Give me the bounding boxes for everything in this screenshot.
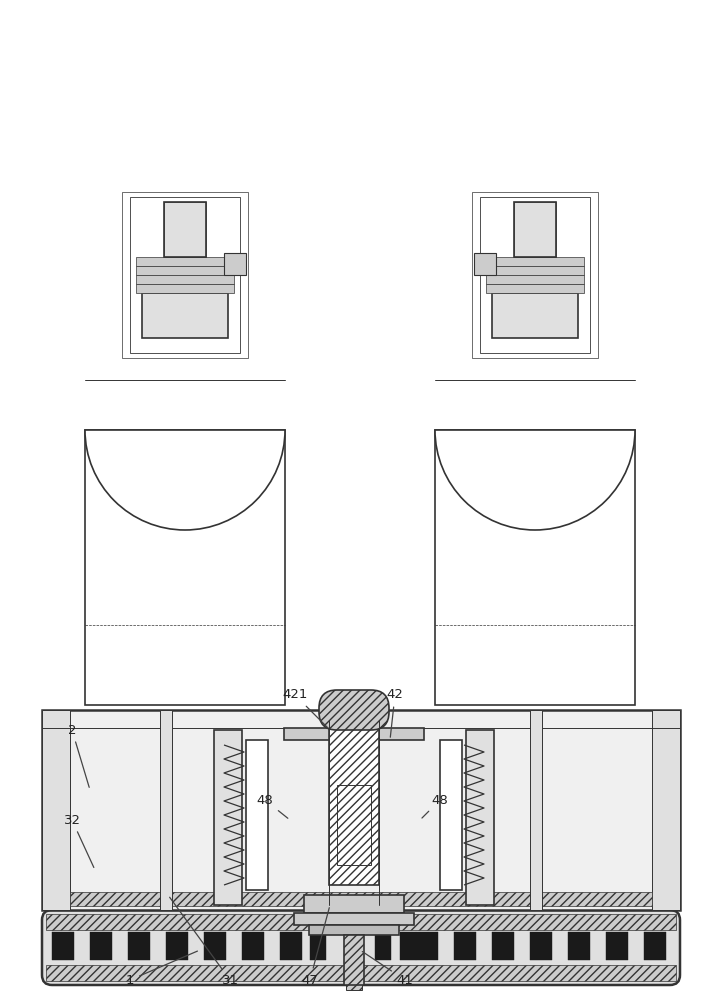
Bar bbox=[85, 430, 285, 705]
Bar bbox=[136, 257, 234, 266]
FancyBboxPatch shape bbox=[319, 690, 389, 730]
Bar bbox=[606, 932, 628, 960]
Bar bbox=[166, 932, 188, 960]
Bar bbox=[224, 253, 246, 275]
Text: 41: 41 bbox=[362, 952, 414, 986]
Bar bbox=[136, 284, 234, 293]
Bar bbox=[204, 932, 226, 960]
Text: 47: 47 bbox=[301, 908, 329, 986]
Bar bbox=[329, 720, 379, 885]
Wedge shape bbox=[85, 430, 285, 530]
Text: 421: 421 bbox=[282, 688, 328, 728]
Bar bbox=[284, 728, 424, 740]
Text: 1: 1 bbox=[126, 951, 197, 986]
Bar bbox=[309, 925, 399, 935]
Bar bbox=[136, 275, 234, 284]
Bar bbox=[492, 293, 578, 338]
Bar bbox=[164, 202, 206, 257]
Bar bbox=[400, 932, 416, 960]
Text: 48: 48 bbox=[422, 794, 448, 818]
FancyBboxPatch shape bbox=[42, 910, 680, 985]
Bar bbox=[346, 905, 362, 990]
Bar bbox=[344, 935, 364, 985]
Bar bbox=[242, 932, 264, 960]
Bar bbox=[530, 710, 542, 910]
Bar bbox=[474, 253, 496, 275]
Bar bbox=[486, 284, 584, 293]
Bar bbox=[454, 932, 476, 960]
Bar bbox=[214, 730, 242, 905]
Bar bbox=[416, 932, 438, 960]
Bar bbox=[122, 192, 248, 358]
Bar bbox=[130, 197, 240, 353]
Bar bbox=[70, 892, 652, 906]
Bar bbox=[42, 710, 70, 910]
Bar bbox=[652, 710, 680, 910]
Bar bbox=[42, 710, 680, 910]
Bar bbox=[466, 730, 494, 905]
Bar bbox=[46, 965, 676, 981]
Bar bbox=[644, 932, 666, 960]
Bar bbox=[160, 710, 172, 910]
Text: 31: 31 bbox=[170, 897, 239, 986]
Bar bbox=[128, 932, 150, 960]
Bar bbox=[136, 266, 234, 275]
Text: 42: 42 bbox=[387, 688, 403, 737]
Bar bbox=[480, 197, 590, 353]
Text: 32: 32 bbox=[64, 814, 94, 867]
Bar bbox=[280, 932, 302, 960]
Text: 2: 2 bbox=[68, 724, 89, 787]
Bar bbox=[164, 202, 206, 257]
Bar bbox=[90, 932, 112, 960]
Bar bbox=[472, 192, 598, 358]
Text: 48: 48 bbox=[257, 794, 288, 818]
Bar bbox=[486, 275, 584, 284]
Bar bbox=[294, 913, 414, 925]
Bar bbox=[530, 932, 552, 960]
Bar bbox=[246, 740, 268, 890]
Bar bbox=[142, 293, 228, 338]
Bar bbox=[440, 740, 462, 890]
Bar bbox=[568, 932, 590, 960]
Bar bbox=[345, 932, 361, 960]
Bar bbox=[435, 430, 635, 705]
Bar bbox=[375, 932, 391, 960]
Bar bbox=[52, 932, 74, 960]
Bar bbox=[310, 932, 326, 960]
Bar bbox=[337, 785, 371, 865]
Bar bbox=[46, 914, 676, 930]
Bar bbox=[486, 266, 584, 275]
Bar bbox=[492, 932, 514, 960]
Bar bbox=[304, 895, 404, 913]
Bar bbox=[514, 202, 556, 257]
Bar bbox=[514, 202, 556, 257]
Bar bbox=[486, 257, 584, 266]
Wedge shape bbox=[435, 430, 635, 530]
